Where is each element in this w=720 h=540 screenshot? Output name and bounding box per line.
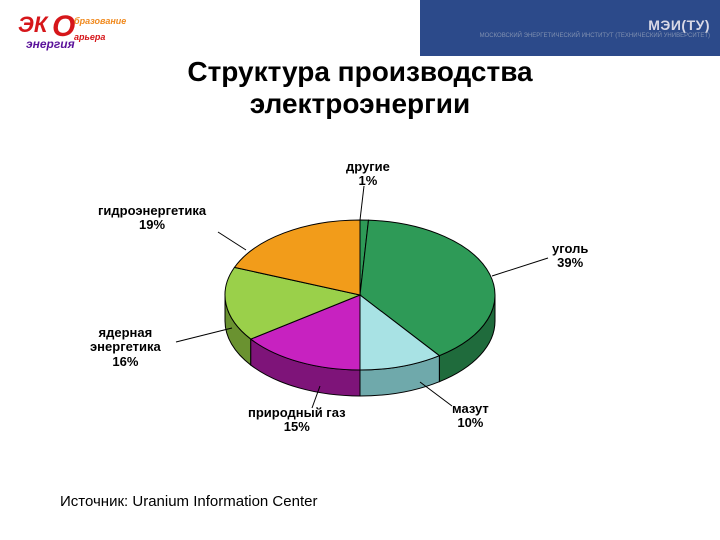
- svg-text:ЭК: ЭК: [18, 12, 49, 37]
- svg-text:арьера: арьера: [74, 32, 105, 42]
- slice-label-мазут: мазут10%: [452, 402, 489, 431]
- svg-text:бразование: бразование: [74, 16, 126, 26]
- slide-title: Структура производстваэлектроэнергии: [0, 56, 720, 120]
- slice-label-другие: другие1%: [346, 160, 390, 189]
- slice-label-уголь: уголь39%: [552, 242, 588, 271]
- logo-mei-title: МЭИ(ТУ): [648, 17, 710, 33]
- source-text: Источник: Uranium Information Center: [60, 493, 317, 510]
- slice-label-ядерная энергетика: ядернаяэнергетика16%: [90, 326, 161, 369]
- svg-text:энергия: энергия: [26, 37, 75, 51]
- slice-label-природный газ: природный газ15%: [248, 406, 346, 435]
- logo-mei: МЭИ(ТУ) МОСКОВСКИЙ ЭНЕРГЕТИЧЕСКИЙ ИНСТИТ…: [420, 0, 720, 56]
- logo-mei-subtitle: МОСКОВСКИЙ ЭНЕРГЕТИЧЕСКИЙ ИНСТИТУТ (ТЕХН…: [480, 33, 710, 39]
- pie-chart: другие1% уголь39% мазут10% природный газ15%…: [0, 150, 720, 450]
- slice-label-гидроэнергетика: гидроэнергетика19%: [98, 204, 206, 233]
